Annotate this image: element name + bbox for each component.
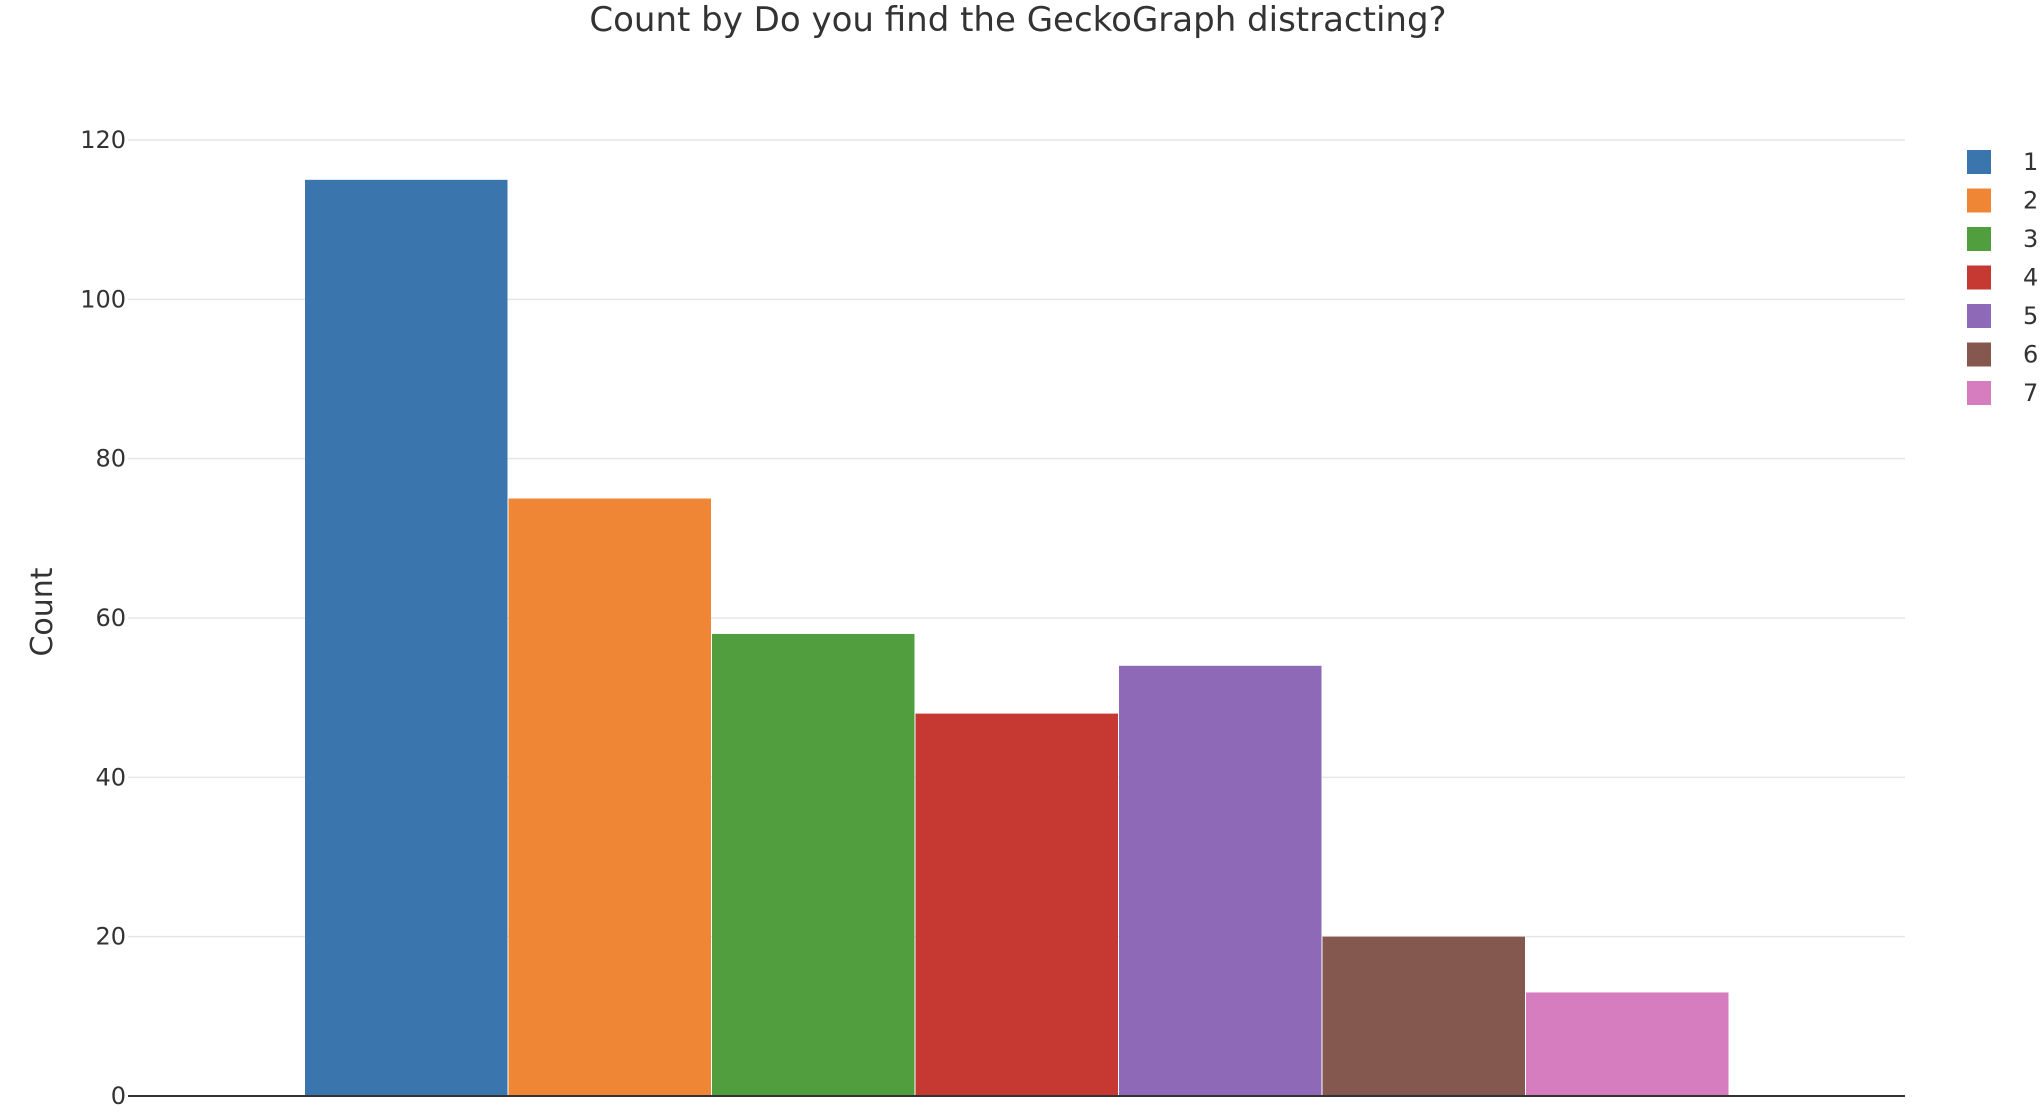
bar-4[interactable] [915,713,1119,1096]
legend-swatch [1967,265,1991,290]
y-tick-label: 80 [95,445,126,473]
legend-item-6[interactable]: 6 [1967,341,2038,369]
bar-2[interactable] [508,498,712,1097]
legend-label: 3 [2023,225,2038,253]
legend: 1 2 3 4 5 6 7 [1967,148,2038,407]
bars [305,179,1729,1097]
bar-1[interactable] [305,179,508,1097]
legend-swatch [1967,381,1991,405]
legend-label: 7 [2023,379,2038,407]
bar-7[interactable] [1526,992,1729,1096]
y-axis-ticks: 0 20 40 60 80 100 120 [80,126,126,1110]
legend-item-1[interactable]: 1 [1967,148,2038,176]
y-tick-label: 120 [80,126,126,154]
bar-6[interactable] [1322,936,1526,1096]
legend-swatch [1967,227,1991,251]
bar-3[interactable] [712,633,915,1096]
legend-label: 1 [2023,148,2038,176]
legend-swatch [1967,342,1991,367]
legend-item-3[interactable]: 3 [1967,225,2038,253]
legend-item-5[interactable]: 5 [1967,302,2038,330]
legend-label: 6 [2023,341,2038,369]
legend-swatch [1967,188,1991,213]
y-axis-title: Count [25,567,60,656]
chart-title: Count by Do you find the GeckoGraph dist… [589,0,1446,40]
legend-label: 2 [2023,187,2038,215]
legend-item-4[interactable]: 4 [1967,264,2038,292]
legend-swatch [1967,150,1991,174]
y-tick-label: 100 [80,285,126,313]
legend-label: 4 [2023,264,2038,292]
y-tick-label: 40 [95,763,126,791]
legend-item-2[interactable]: 2 [1967,187,2038,215]
y-tick-label: 20 [95,923,126,951]
y-tick-label: 0 [111,1082,126,1110]
bar-5[interactable] [1119,665,1322,1096]
legend-label: 5 [2023,302,2038,330]
y-tick-label: 60 [95,604,126,632]
legend-swatch [1967,304,1991,328]
legend-item-7[interactable]: 7 [1967,379,2038,407]
